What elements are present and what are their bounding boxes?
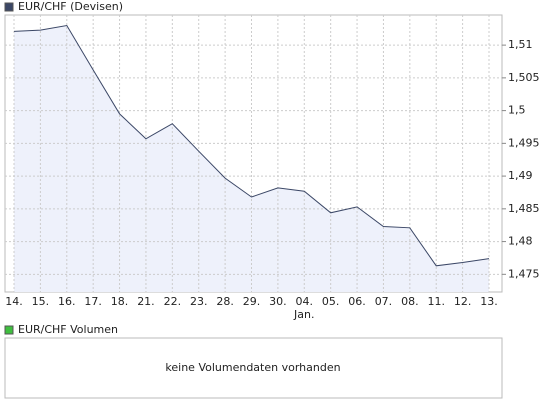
x-tick-label: 29. — [243, 295, 261, 308]
volume-legend-label: EUR/CHF Volumen — [18, 323, 118, 336]
y-tick-label: 1,505 — [508, 71, 540, 84]
y-tick-label: 1,49 — [508, 169, 533, 182]
x-tick-label: 16. — [58, 295, 76, 308]
x-tick-label: 04. — [296, 295, 314, 308]
x-tick-label: 14. — [5, 295, 23, 308]
x-tick-label: 21. — [137, 295, 155, 308]
x-tick-label: 17. — [84, 295, 102, 308]
x-tick-label: 30. — [269, 295, 287, 308]
x-tick-label: 15. — [32, 295, 50, 308]
volume-legend-swatch — [4, 325, 14, 335]
x-tick-label: 22. — [164, 295, 182, 308]
y-tick-label: 1,51 — [508, 38, 533, 51]
x-tick-label: 11. — [427, 295, 445, 308]
x-tick-sublabel: Jan. — [293, 308, 314, 321]
y-tick-label: 1,48 — [508, 235, 533, 248]
x-tick-label: 07. — [375, 295, 393, 308]
y-tick-label: 1,485 — [508, 202, 540, 215]
y-tick-label: 1,475 — [508, 267, 540, 280]
x-tick-label: 18. — [111, 295, 129, 308]
x-tick-label: 05. — [322, 295, 340, 308]
x-tick-label: 12. — [454, 295, 472, 308]
legend-swatch — [4, 2, 14, 12]
y-tick-label: 1,5 — [508, 104, 526, 117]
x-tick-label: 06. — [348, 295, 366, 308]
volume-message: keine Volumendaten vorhanden — [165, 361, 340, 374]
line — [13, 24, 490, 267]
area — [14, 25, 489, 292]
x-tick-label: 28. — [216, 295, 234, 308]
x-tick-label: 23. — [190, 295, 208, 308]
legend-label: EUR/CHF (Devisen) — [18, 0, 123, 13]
x-tick-label: 13. — [480, 295, 498, 308]
y-tick-label: 1,495 — [508, 136, 540, 149]
volume-frame — [4, 337, 503, 399]
x-tick-label: 08. — [401, 295, 419, 308]
